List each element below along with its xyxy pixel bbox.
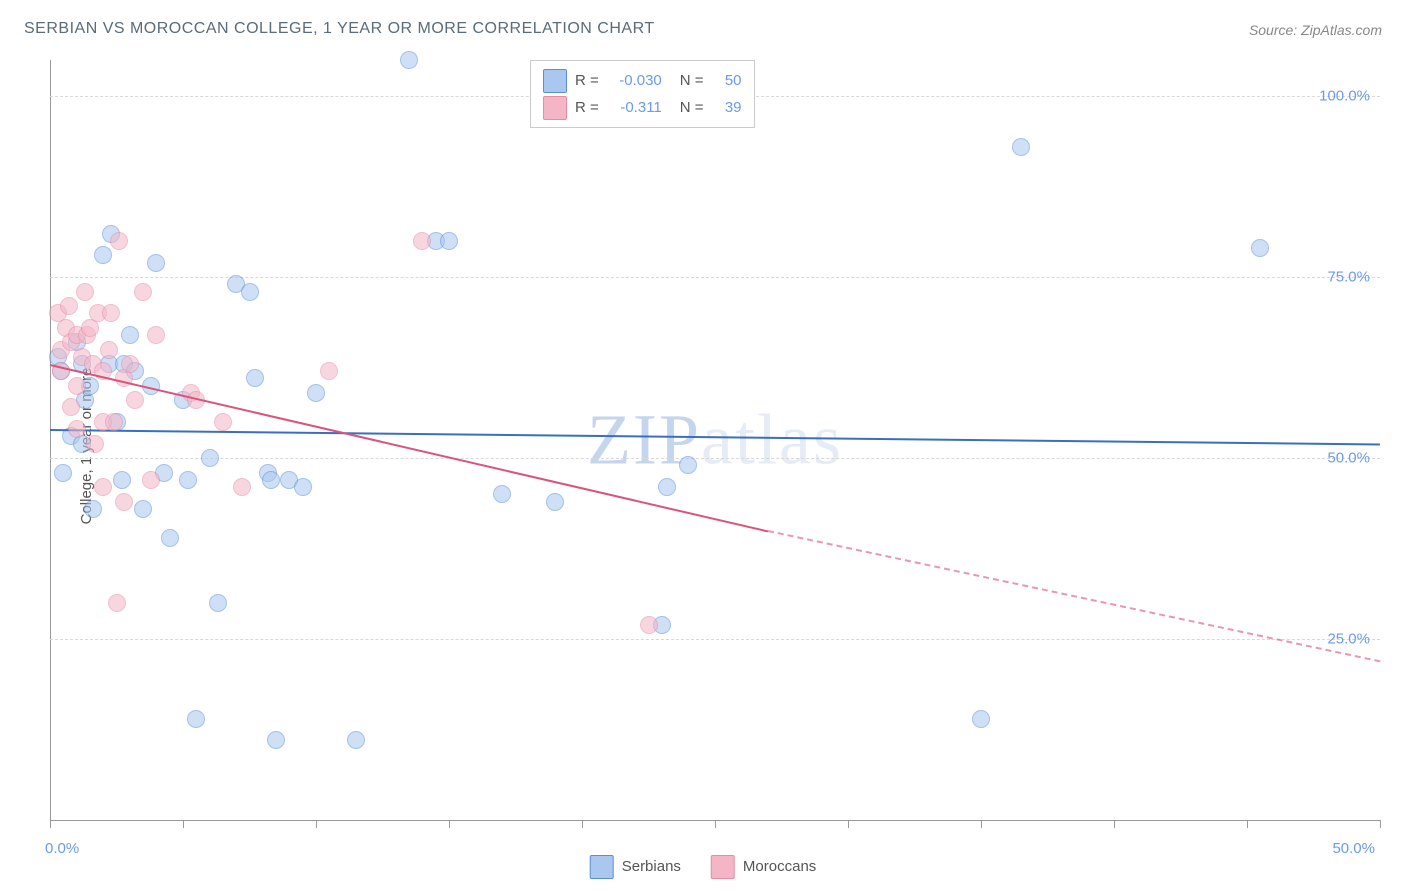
trend-line-dashed	[768, 530, 1380, 662]
data-point	[1251, 239, 1269, 257]
data-point	[86, 435, 104, 453]
data-point	[105, 413, 123, 431]
data-point	[246, 369, 264, 387]
data-point	[1012, 138, 1030, 156]
correlation-legend: R = -0.030 N = 50 R = -0.311 N = 39	[530, 60, 755, 128]
legend-item-moroccans: Moroccans	[711, 853, 816, 880]
data-point	[84, 500, 102, 518]
data-point	[179, 471, 197, 489]
x-tick-mark	[848, 820, 849, 828]
data-point	[679, 456, 697, 474]
data-point	[658, 478, 676, 496]
y-tick-label: 100.0%	[1319, 88, 1370, 105]
swatch-serbians	[590, 855, 614, 879]
x-tick-mark	[183, 820, 184, 828]
y-tick-label: 75.0%	[1327, 269, 1370, 286]
data-point	[68, 420, 86, 438]
data-point	[100, 341, 118, 359]
data-point	[147, 326, 165, 344]
data-point	[113, 471, 131, 489]
bottom-legend: Serbians Moroccans	[590, 853, 817, 880]
data-point	[214, 413, 232, 431]
data-point	[440, 232, 458, 250]
data-point	[400, 51, 418, 69]
data-point	[640, 616, 658, 634]
chart-title: SERBIAN VS MOROCCAN COLLEGE, 1 YEAR OR M…	[24, 20, 655, 38]
data-point	[94, 478, 112, 496]
source-label: Source: ZipAtlas.com	[1249, 22, 1382, 38]
data-point	[972, 710, 990, 728]
legend-row: R = -0.030 N = 50	[543, 67, 742, 94]
data-point	[76, 283, 94, 301]
data-point	[115, 493, 133, 511]
y-axis-line	[50, 60, 51, 820]
x-tick-mark	[1247, 820, 1248, 828]
data-point	[267, 731, 285, 749]
data-point	[102, 304, 120, 322]
data-point	[161, 529, 179, 547]
legend-item-serbians: Serbians	[590, 853, 681, 880]
data-point	[62, 398, 80, 416]
legend-label-serbians: Serbians	[622, 853, 681, 880]
data-point	[241, 283, 259, 301]
data-point	[68, 377, 86, 395]
x-tick-label: 0.0%	[45, 840, 79, 857]
swatch-moroccans	[711, 855, 735, 879]
watermark: ZIPatlas	[587, 399, 843, 482]
x-tick-mark	[449, 820, 450, 828]
data-point	[121, 355, 139, 373]
x-tick-mark	[715, 820, 716, 828]
legend-row: R = -0.311 N = 39	[543, 94, 742, 121]
chart-container: SERBIAN VS MOROCCAN COLLEGE, 1 YEAR OR M…	[0, 0, 1406, 892]
gridline	[50, 639, 1380, 640]
data-point	[187, 710, 205, 728]
data-point	[294, 478, 312, 496]
legend-label-moroccans: Moroccans	[743, 853, 816, 880]
x-tick-mark	[50, 820, 51, 828]
y-tick-label: 25.0%	[1327, 631, 1370, 648]
data-point	[108, 594, 126, 612]
data-point	[60, 297, 78, 315]
x-tick-mark	[1114, 820, 1115, 828]
legend-swatch	[543, 69, 567, 93]
data-point	[201, 449, 219, 467]
data-point	[347, 731, 365, 749]
plot-area: ZIPatlas 25.0%50.0%75.0%100.0%0.0%50.0% …	[50, 60, 1380, 820]
data-point	[320, 362, 338, 380]
data-point	[209, 594, 227, 612]
x-tick-mark	[582, 820, 583, 828]
y-tick-label: 50.0%	[1327, 450, 1370, 467]
data-point	[134, 500, 152, 518]
data-point	[126, 391, 144, 409]
x-tick-mark	[1380, 820, 1381, 828]
data-point	[413, 232, 431, 250]
data-point	[546, 493, 564, 511]
data-point	[110, 232, 128, 250]
trend-line	[50, 429, 1380, 445]
data-point	[54, 464, 72, 482]
x-tick-mark	[981, 820, 982, 828]
gridline	[50, 277, 1380, 278]
data-point	[134, 283, 152, 301]
trend-line	[50, 364, 769, 532]
data-point	[94, 246, 112, 264]
gridline	[50, 458, 1380, 459]
data-point	[262, 471, 280, 489]
data-point	[147, 254, 165, 272]
x-tick-label: 50.0%	[1332, 840, 1375, 857]
data-point	[493, 485, 511, 503]
x-tick-mark	[316, 820, 317, 828]
legend-swatch	[543, 96, 567, 120]
data-point	[142, 471, 160, 489]
data-point	[307, 384, 325, 402]
data-point	[121, 326, 139, 344]
data-point	[233, 478, 251, 496]
